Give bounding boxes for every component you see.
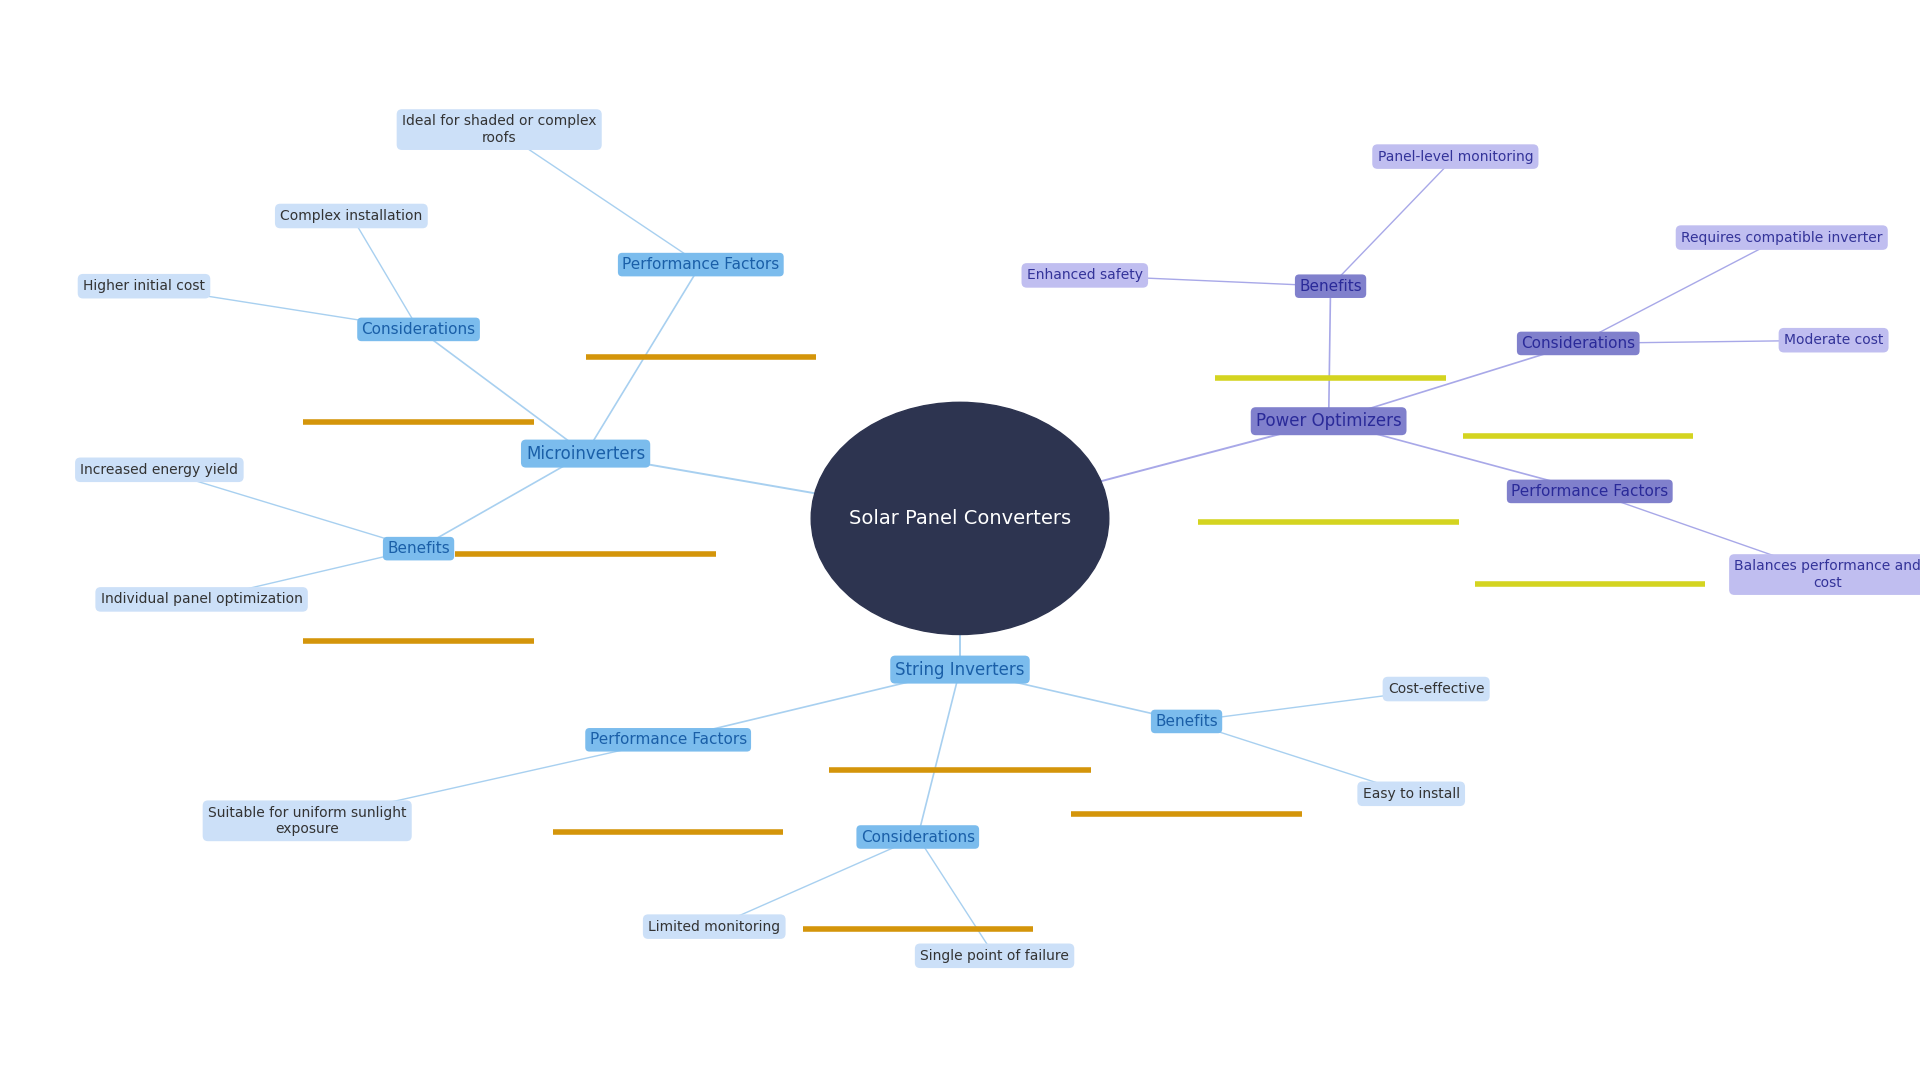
Text: Enhanced safety: Enhanced safety: [1027, 269, 1142, 282]
Text: Performance Factors: Performance Factors: [1511, 484, 1668, 499]
Text: Considerations: Considerations: [1521, 336, 1636, 351]
Text: Single point of failure: Single point of failure: [920, 949, 1069, 962]
Text: Cost-effective: Cost-effective: [1388, 683, 1484, 696]
Text: Considerations: Considerations: [860, 829, 975, 845]
Text: Performance Factors: Performance Factors: [622, 257, 780, 272]
Text: Higher initial cost: Higher initial cost: [83, 280, 205, 293]
Text: Benefits: Benefits: [388, 541, 449, 556]
Text: Limited monitoring: Limited monitoring: [649, 920, 780, 933]
Text: Benefits: Benefits: [1300, 279, 1361, 294]
Text: Microinverters: Microinverters: [526, 445, 645, 462]
Text: Individual panel optimization: Individual panel optimization: [100, 593, 303, 606]
Text: Easy to install: Easy to install: [1363, 787, 1459, 800]
Text: String Inverters: String Inverters: [895, 661, 1025, 678]
Text: Solar Panel Converters: Solar Panel Converters: [849, 509, 1071, 528]
Text: Complex installation: Complex installation: [280, 210, 422, 222]
Text: Ideal for shaded or complex
roofs: Ideal for shaded or complex roofs: [401, 114, 597, 145]
Text: Suitable for uniform sunlight
exposure: Suitable for uniform sunlight exposure: [207, 806, 407, 836]
Text: Panel-level monitoring: Panel-level monitoring: [1377, 150, 1534, 163]
Text: Performance Factors: Performance Factors: [589, 732, 747, 747]
Text: Balances performance and
cost: Balances performance and cost: [1734, 559, 1920, 590]
Text: Increased energy yield: Increased energy yield: [81, 463, 238, 476]
Text: Benefits: Benefits: [1156, 714, 1217, 729]
Text: Considerations: Considerations: [361, 322, 476, 337]
Ellipse shape: [812, 402, 1110, 634]
Text: Moderate cost: Moderate cost: [1784, 334, 1884, 347]
Text: Requires compatible inverter: Requires compatible inverter: [1682, 231, 1882, 244]
Text: Power Optimizers: Power Optimizers: [1256, 413, 1402, 430]
